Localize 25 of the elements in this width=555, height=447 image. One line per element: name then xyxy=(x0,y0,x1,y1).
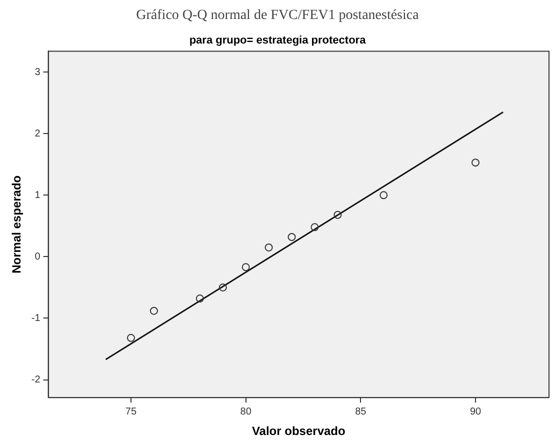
y-tick-label: 0 xyxy=(34,251,41,262)
x-tick-label: 90 xyxy=(470,406,482,418)
point xyxy=(242,263,250,272)
y-tick-label: 1 xyxy=(34,190,41,201)
y-axis-title: Normal esperado xyxy=(10,175,24,274)
chart-subtitle: para grupo= estrategia protectora xyxy=(189,34,367,47)
x-tick-label: 85 xyxy=(355,406,367,418)
x-axis-title: Valor observado xyxy=(252,424,346,438)
point xyxy=(264,243,273,252)
point xyxy=(334,210,342,219)
point xyxy=(218,283,227,292)
point xyxy=(150,306,158,315)
chart-title: Gráfico Q-Q normal de FVC/FEV1 postanestésica xyxy=(135,8,420,24)
point xyxy=(288,233,296,242)
x-tick-label: 75 xyxy=(125,406,137,418)
y-tick-label: 2 xyxy=(34,128,41,140)
point xyxy=(310,223,319,232)
point xyxy=(472,158,480,167)
y-tick-label: -1 xyxy=(31,312,41,324)
y-tick-label: -2 xyxy=(31,374,41,386)
y-tick-label: 3 xyxy=(34,66,41,78)
point xyxy=(126,334,135,342)
x-tick-label: 80 xyxy=(240,406,252,418)
point xyxy=(380,191,388,200)
point xyxy=(196,294,204,303)
